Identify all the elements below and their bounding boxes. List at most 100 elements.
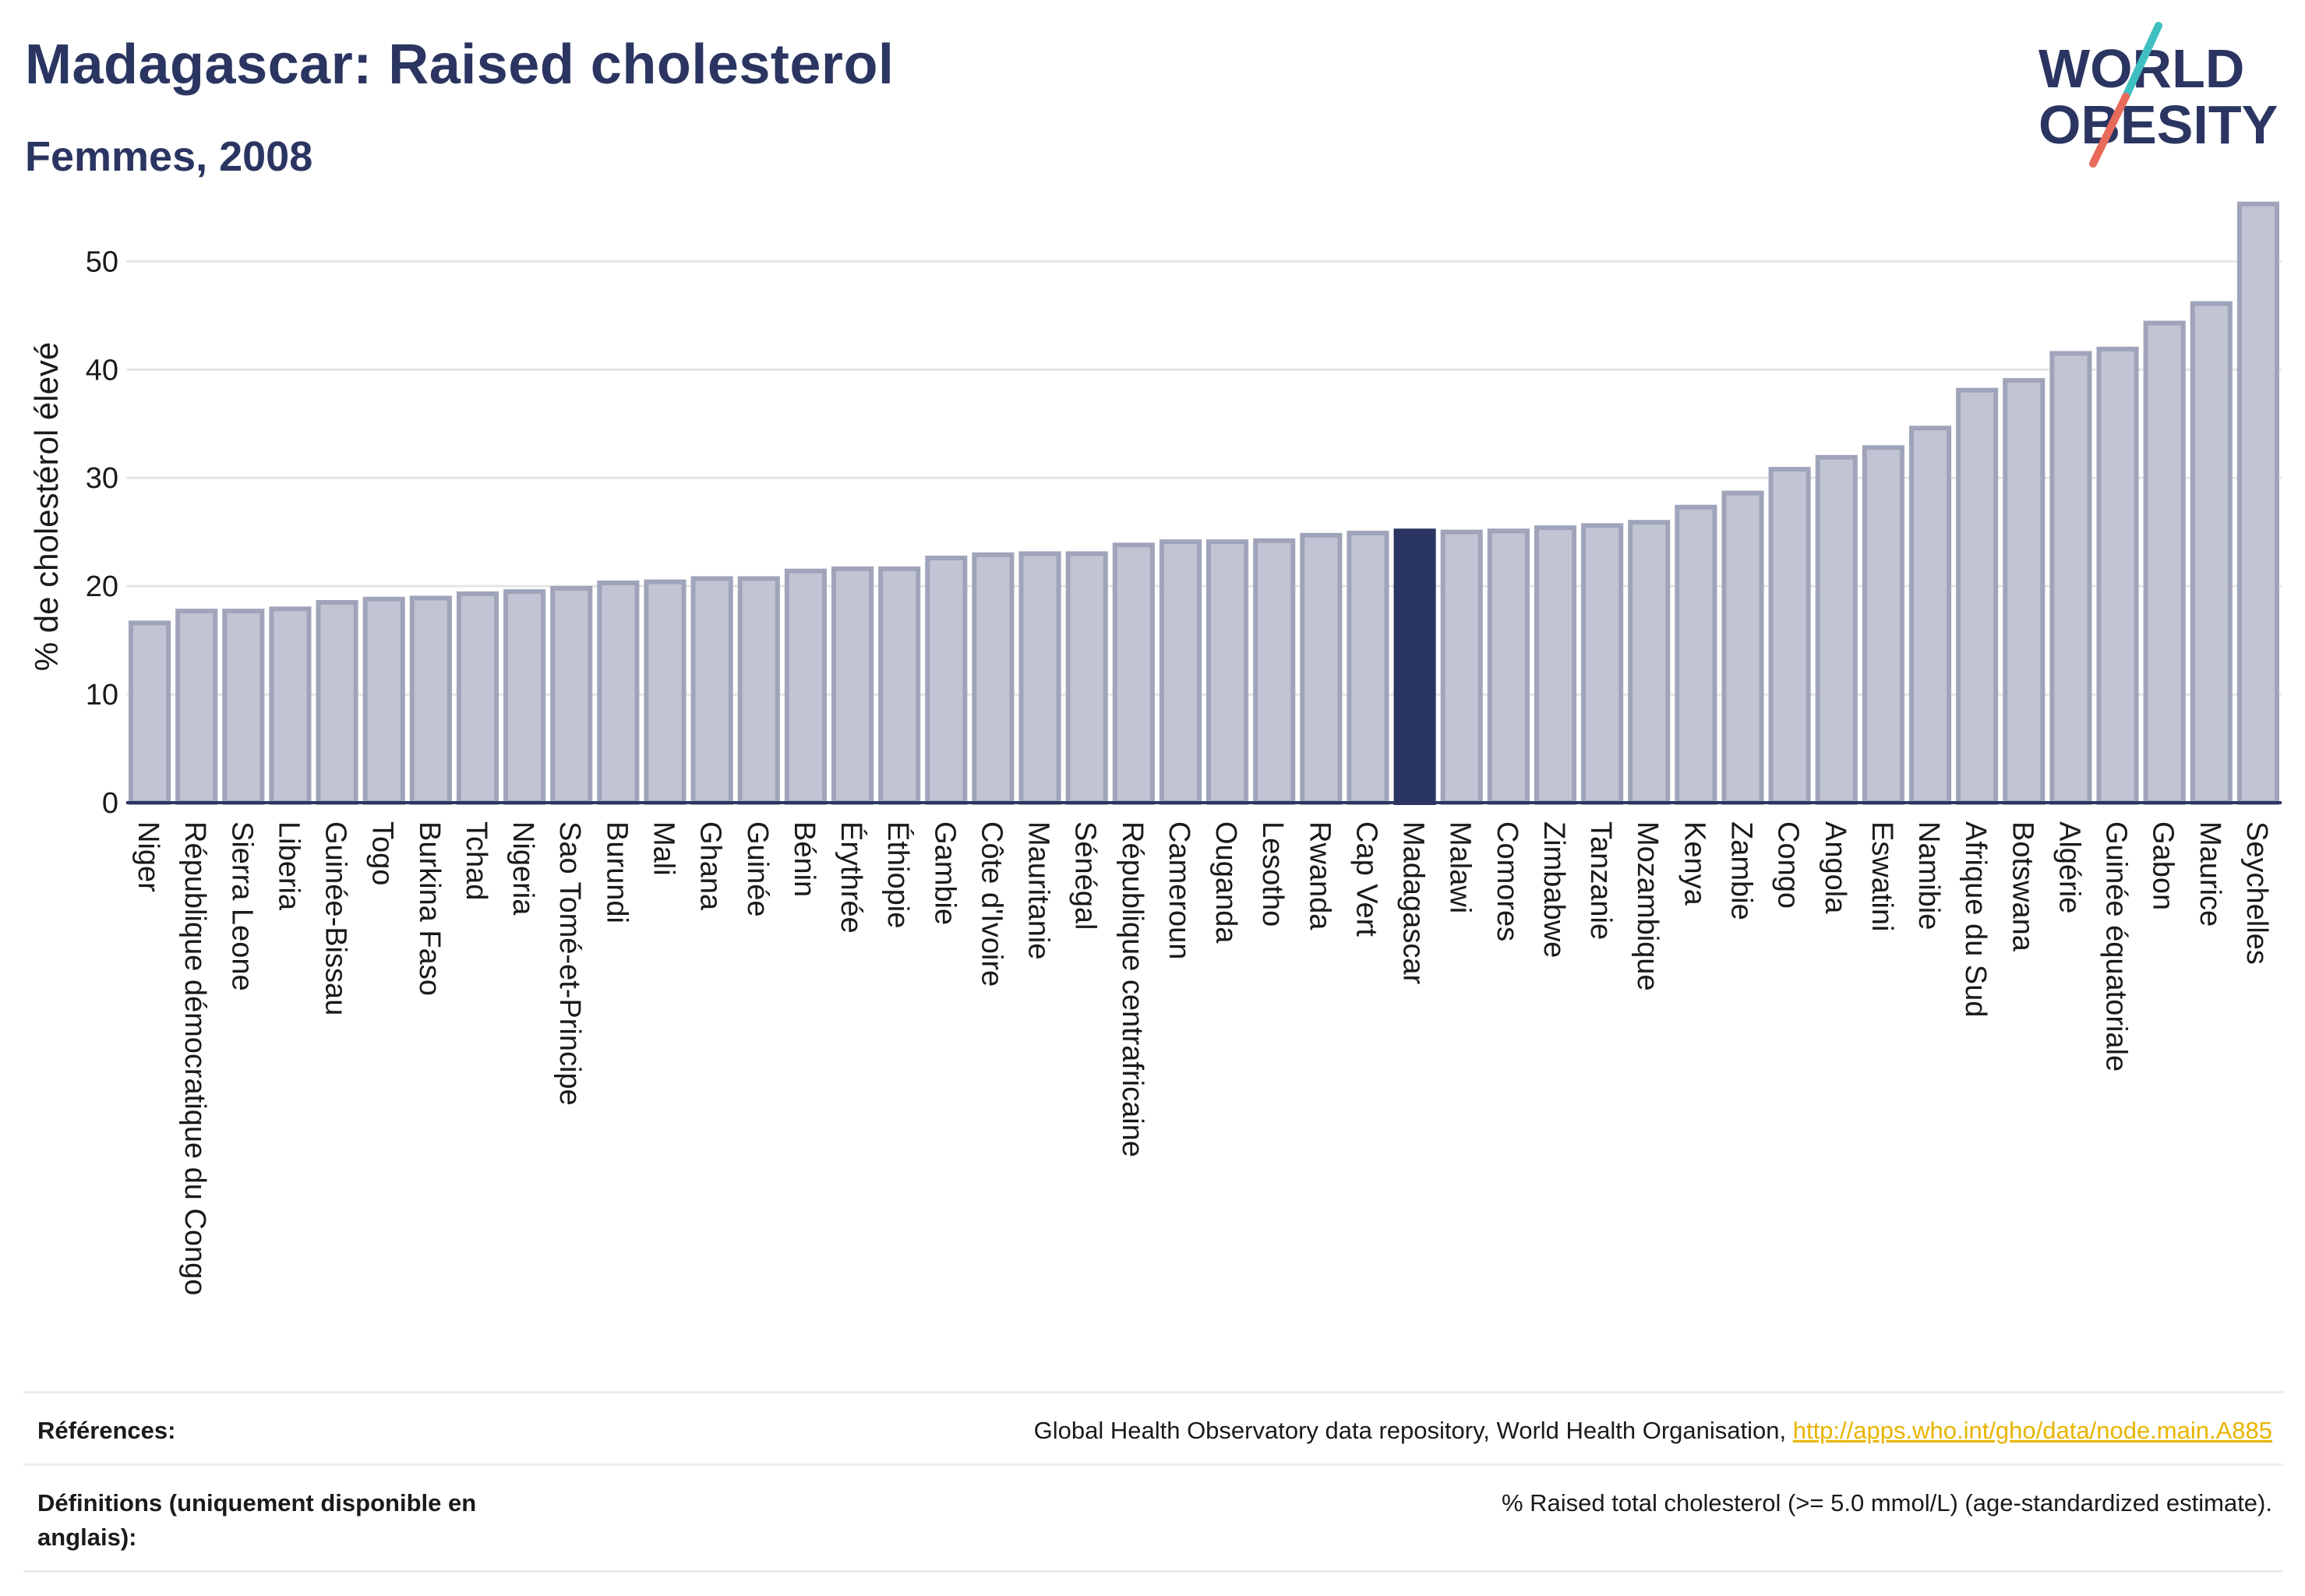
bar[interactable] (784, 568, 827, 805)
bar[interactable] (362, 596, 405, 805)
x-tick-label: Madagascar (1397, 821, 1430, 984)
bar[interactable] (316, 599, 358, 805)
bar[interactable] (269, 606, 312, 806)
bar[interactable] (1487, 528, 1530, 806)
x-tick-label: Côte d'Ivoire (975, 821, 1008, 987)
bar[interactable] (2190, 301, 2233, 805)
x-tick-label: Zimbabwe (1537, 821, 1570, 958)
bar[interactable] (878, 566, 921, 806)
bar[interactable] (2143, 320, 2186, 805)
x-tick-label: Sao Tomé-et-Principe (553, 821, 586, 1106)
x-tick-label: Ouganda (1209, 821, 1242, 944)
x-tick-label: Tchad (460, 821, 492, 900)
bar[interactable] (550, 585, 593, 806)
x-tick-label: Liberia (272, 821, 305, 911)
bar[interactable] (409, 595, 452, 805)
x-tick-label: Congo (1772, 821, 1805, 909)
x-tick-label: Burkina Faso (413, 821, 446, 996)
bar[interactable] (690, 576, 733, 805)
bar[interactable] (1206, 539, 1249, 805)
bar[interactable] (1253, 538, 1296, 805)
bar[interactable] (175, 609, 218, 805)
bar[interactable] (831, 566, 874, 806)
x-tick-label: République centrafricaine (1116, 821, 1149, 1157)
x-tick-label: Cameroun (1163, 821, 1195, 959)
sources-value: Global Health Observatory data repositor… (1034, 1414, 2272, 1448)
bars (129, 201, 2279, 806)
x-tick-label: Maurice (2194, 821, 2226, 927)
x-tick-label: Bénin (788, 821, 821, 897)
bar[interactable] (2096, 346, 2139, 805)
x-tick-label: Kenya (1678, 821, 1710, 906)
y-tick-label: 10 (86, 679, 118, 711)
y-axis-ticks: 0 10 20 30 40 50 (86, 245, 118, 820)
bar-chart: 0 10 20 30 40 50 Niger République démocratique… (28, 201, 2282, 1295)
bar[interactable] (1862, 445, 1904, 805)
x-tick-label: Namibie (1912, 821, 1945, 930)
bar[interactable] (1159, 539, 1202, 805)
y-tick-label: 40 (86, 354, 118, 387)
x-tick-label: Niger (132, 821, 164, 892)
chart-subtitle: Femmes, 2008 (25, 133, 313, 180)
x-tick-label: Guinée (741, 821, 774, 917)
bar[interactable] (1768, 467, 1811, 805)
bar[interactable] (2049, 351, 2092, 806)
x-tick-label: Éthiopie (881, 821, 915, 928)
bar[interactable] (129, 620, 171, 806)
definitions-row: Définitions (uniquement disponible en an… (23, 1464, 2283, 1573)
y-tick-label: 20 (86, 570, 118, 603)
x-tick-label: Algérie (2053, 821, 2085, 913)
bar[interactable] (644, 579, 687, 805)
bar[interactable] (2003, 378, 2046, 805)
x-tick-label: Rwanda (1303, 821, 1336, 930)
bar[interactable] (1440, 529, 1483, 806)
x-tick-label: Érythrée (835, 821, 868, 934)
bar[interactable] (597, 580, 640, 805)
x-tick-label: Eswatini (1866, 821, 1898, 932)
chart-title: Madagascar: Raised cholesterol (25, 34, 895, 96)
bar[interactable] (456, 591, 499, 805)
definitions-label: Définitions (uniquement disponible en an… (37, 1489, 477, 1551)
bar[interactable] (1534, 525, 1577, 805)
x-tick-label: Lesotho (1256, 821, 1289, 927)
sources-link[interactable]: http://apps.who.int/gho/data/node.main.A… (1792, 1417, 2272, 1444)
bar[interactable] (1628, 520, 1671, 805)
bar[interactable] (1675, 504, 1717, 805)
x-tick-label: Afrique du Sud (1959, 821, 1992, 1017)
bar[interactable] (222, 609, 265, 805)
logo-line2: OBESITY (2038, 94, 2278, 155)
bar[interactable] (1908, 425, 1952, 805)
logo-slash-coral (2089, 93, 2130, 168)
references-table: Références: Global Health Observatory da… (23, 1391, 2283, 1573)
bar[interactable] (737, 576, 780, 805)
bar[interactable] (1393, 528, 1436, 806)
bar[interactable] (503, 589, 546, 805)
bar[interactable] (1112, 542, 1155, 805)
bar[interactable] (1956, 387, 1999, 805)
bar[interactable] (1581, 523, 1624, 805)
x-tick-label: Malawi (1444, 821, 1477, 913)
x-tick-label: Seychelles (2240, 821, 2273, 965)
x-tick-label: Botswana (2006, 821, 2038, 952)
bar[interactable] (1300, 532, 1343, 805)
x-tick-label: Tanzanie (1584, 821, 1617, 940)
bar[interactable] (925, 556, 968, 805)
x-tick-label: Gambie (928, 821, 961, 925)
x-tick-label: Mali (648, 821, 680, 876)
x-tick-label: Burundi (600, 821, 633, 923)
x-tick-label: Angola (1819, 821, 1851, 914)
bar[interactable] (1065, 551, 1108, 805)
bar[interactable] (1721, 490, 1764, 806)
x-tick-label: Sénégal (1069, 821, 1102, 930)
bar[interactable] (2236, 201, 2279, 806)
sources-label: Références: (37, 1417, 176, 1444)
y-tick-label: 30 (86, 462, 118, 495)
sources-text: Global Health Observatory data repositor… (1033, 1417, 1793, 1444)
x-tick-label: Nigeria (507, 821, 539, 916)
world-obesity-logo: WORLD OBESITY (2038, 22, 2278, 168)
x-tick-label: Mozambique (1631, 821, 1664, 991)
bar[interactable] (1018, 551, 1061, 805)
bar[interactable] (1815, 454, 1858, 805)
bar[interactable] (972, 552, 1015, 805)
bar[interactable] (1347, 531, 1389, 805)
